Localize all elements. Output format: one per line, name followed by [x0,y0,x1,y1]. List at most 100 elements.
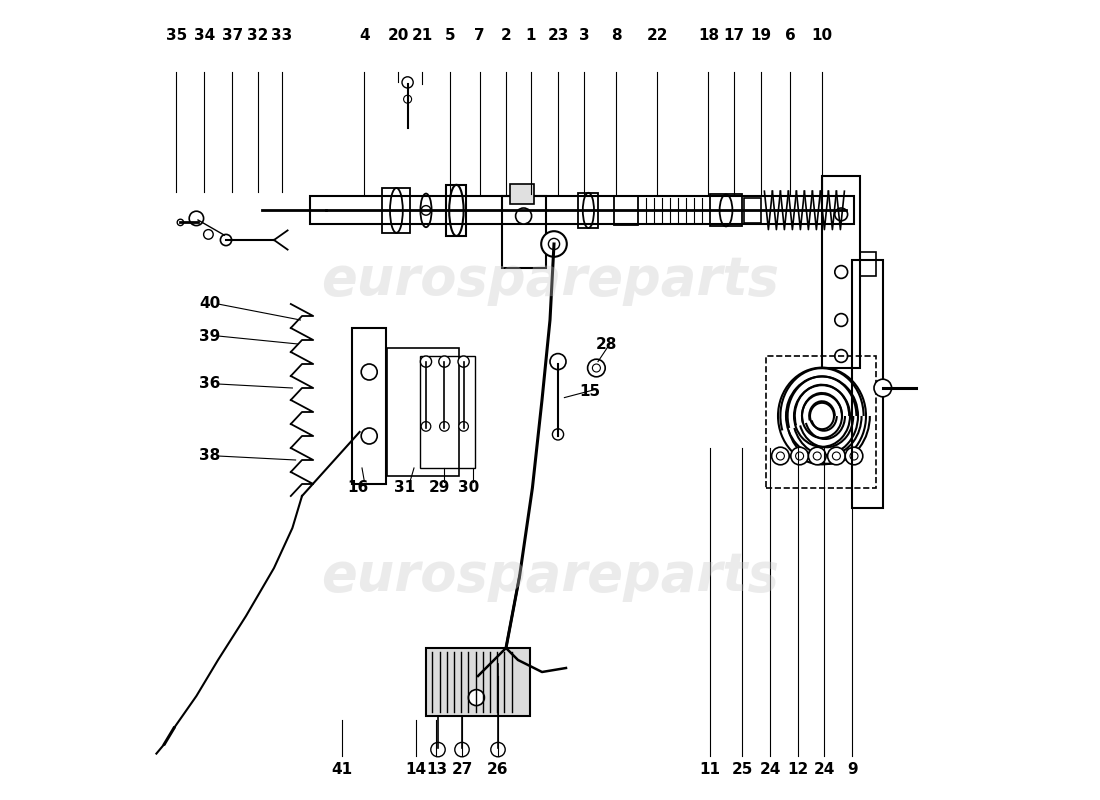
Bar [420,356,475,468]
Bar [502,196,546,268]
Circle shape [550,354,566,370]
Circle shape [795,452,804,460]
Text: 20: 20 [387,29,409,43]
Circle shape [813,452,822,460]
Bar [352,328,386,484]
Circle shape [552,429,563,440]
Text: 17: 17 [724,29,745,43]
Bar [744,198,761,223]
Text: 25: 25 [732,762,752,777]
Bar [614,196,638,225]
Text: 31: 31 [394,481,415,495]
Text: 36: 36 [199,377,221,391]
Circle shape [777,452,784,460]
Circle shape [220,234,232,246]
Text: eurospareparts: eurospareparts [321,254,779,306]
Circle shape [850,452,858,460]
Circle shape [791,447,808,465]
Text: 16: 16 [348,481,369,495]
Text: 14: 14 [405,762,426,777]
Text: 23: 23 [548,29,569,43]
Circle shape [361,428,377,444]
Circle shape [541,231,567,257]
Bar [860,252,877,276]
Text: 40: 40 [199,297,221,311]
Bar [426,648,530,716]
Circle shape [361,364,377,380]
Circle shape [458,356,470,367]
Circle shape [808,447,826,465]
Text: 22: 22 [647,29,668,43]
Text: 15: 15 [580,385,601,399]
Text: 19: 19 [750,29,772,43]
Bar [710,194,742,226]
Text: 34: 34 [194,29,214,43]
Circle shape [404,95,411,103]
Circle shape [421,206,431,215]
Bar [822,176,860,368]
Text: 7: 7 [474,29,485,43]
Circle shape [835,314,848,326]
Circle shape [440,422,449,431]
Circle shape [874,379,892,397]
Text: eurospareparts: eurospareparts [321,550,779,602]
Text: 41: 41 [331,762,353,777]
Circle shape [439,356,450,367]
Text: 32: 32 [248,29,268,43]
Text: 1: 1 [526,29,536,43]
Text: 18: 18 [697,29,719,43]
Text: 2: 2 [500,29,512,43]
Text: 28: 28 [595,337,617,351]
Bar [852,260,883,508]
Text: 24: 24 [759,762,781,777]
Bar [510,184,534,204]
Circle shape [835,350,848,362]
Circle shape [516,208,531,224]
Circle shape [587,359,605,377]
Text: 38: 38 [199,449,221,463]
Text: 9: 9 [847,762,858,777]
Text: 21: 21 [411,29,432,43]
Circle shape [549,238,560,250]
Circle shape [593,364,601,372]
Text: 11: 11 [700,762,720,777]
Text: 3: 3 [579,29,590,43]
Circle shape [835,208,848,221]
Circle shape [421,422,431,431]
Text: 6: 6 [784,29,795,43]
Bar [382,188,410,233]
Circle shape [454,742,470,757]
Bar [310,196,854,224]
Text: 37: 37 [222,29,243,43]
Text: 13: 13 [426,762,447,777]
Text: 5: 5 [444,29,455,43]
Text: 35: 35 [166,29,187,43]
Text: 24: 24 [814,762,835,777]
Circle shape [189,211,204,226]
Circle shape [459,422,469,431]
Text: 27: 27 [451,762,473,777]
Text: 4: 4 [359,29,370,43]
Text: 8: 8 [612,29,621,43]
Circle shape [827,447,845,465]
Text: 39: 39 [199,329,221,343]
Circle shape [204,230,213,239]
Circle shape [771,447,789,465]
Bar [766,356,877,488]
Circle shape [469,690,484,706]
Circle shape [833,452,840,460]
Text: 29: 29 [429,481,450,495]
Circle shape [177,219,184,226]
Circle shape [491,742,505,757]
Circle shape [431,742,446,757]
Text: 26: 26 [487,762,508,777]
Bar [578,193,598,228]
Circle shape [420,356,431,367]
Text: 12: 12 [788,762,808,777]
Circle shape [835,266,848,278]
Bar [387,348,459,476]
Bar [446,185,466,236]
Circle shape [845,447,862,465]
Text: 10: 10 [812,29,833,43]
Circle shape [402,77,414,88]
